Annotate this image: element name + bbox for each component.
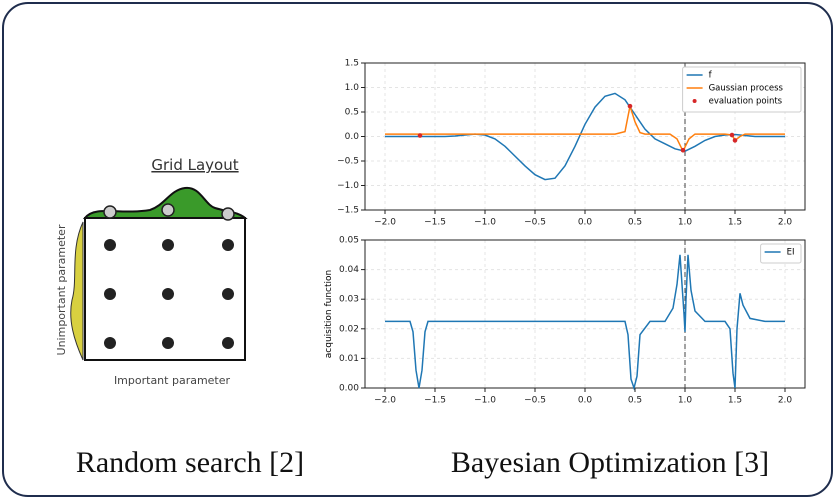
series-line (385, 92, 785, 181)
legend-label: Gaussian process (709, 84, 784, 94)
y-tick-label: 0.0 (345, 132, 360, 142)
slide-frame (2, 2, 833, 497)
y-tick-label: 0.04 (339, 265, 359, 275)
x-tick-label: −1.5 (424, 396, 446, 406)
y-tick-label: 0.00 (339, 384, 359, 394)
x-tick-label: 1.5 (728, 396, 742, 406)
legend-label: f (709, 71, 713, 81)
x-tick-label: 0.5 (628, 396, 642, 406)
y-tick-label: 0.05 (339, 236, 359, 246)
x-tick-label: 1.0 (678, 396, 693, 406)
x-tick-label: −0.5 (524, 218, 546, 228)
point (417, 133, 423, 138)
grid-figure: Grid Layout Important parameter Unimport… (55, 156, 248, 387)
y-tick-label: 0.5 (345, 108, 359, 118)
y-tick-label: −1.0 (337, 181, 359, 191)
x-tick-label: −2.0 (374, 218, 396, 228)
x-tick-label: 1.5 (728, 218, 742, 228)
x-tick-label: 0.0 (578, 396, 593, 406)
legend-box (760, 243, 802, 264)
projection (161, 203, 175, 217)
y-axis-label: acquisition function (324, 270, 334, 358)
plot-frame (364, 62, 806, 211)
y-tick-label: −0.5 (337, 157, 359, 167)
grid-y-label: Unimportant parameter (55, 224, 68, 355)
distribution-side (70, 221, 84, 361)
y-tick-label: 1.5 (345, 59, 359, 69)
x-tick-label: −1.0 (474, 396, 496, 406)
point (627, 103, 633, 109)
y-tick-label: −1.5 (337, 206, 359, 216)
x-tick-label: −2.0 (374, 396, 396, 406)
x-tick-label: 0.5 (628, 218, 642, 228)
point (732, 138, 738, 143)
legend-label: evaluation points (709, 97, 783, 107)
x-tick-label: −1.0 (474, 218, 496, 228)
x-tick-label: −0.5 (524, 396, 546, 406)
grid-title: Grid Layout (151, 156, 238, 174)
series-line (385, 254, 785, 391)
caption: Random search [2] (76, 446, 304, 479)
point (680, 147, 686, 153)
projection (221, 207, 235, 221)
legend-box (682, 66, 802, 113)
x-tick-label: 0.0 (578, 218, 593, 228)
grid-points (104, 239, 234, 349)
projection (103, 205, 117, 219)
legend-label: EI (787, 248, 795, 258)
x-tick-label: −1.5 (424, 218, 446, 228)
y-tick-label: 0.03 (339, 295, 359, 305)
point (729, 132, 735, 138)
caption: Bayesian Optimization [3] (451, 446, 769, 479)
plot-frame (364, 239, 806, 389)
y-tick-label: 1.0 (345, 83, 360, 93)
legend-swatch (692, 99, 697, 103)
y-tick-label: 0.02 (339, 324, 359, 334)
y-tick-label: 0.01 (339, 354, 359, 364)
x-tick-label: 2.0 (778, 218, 793, 228)
grid-x-label: Important parameter (114, 374, 231, 387)
x-tick-label: 2.0 (778, 396, 793, 406)
x-tick-label: 1.0 (678, 218, 693, 228)
